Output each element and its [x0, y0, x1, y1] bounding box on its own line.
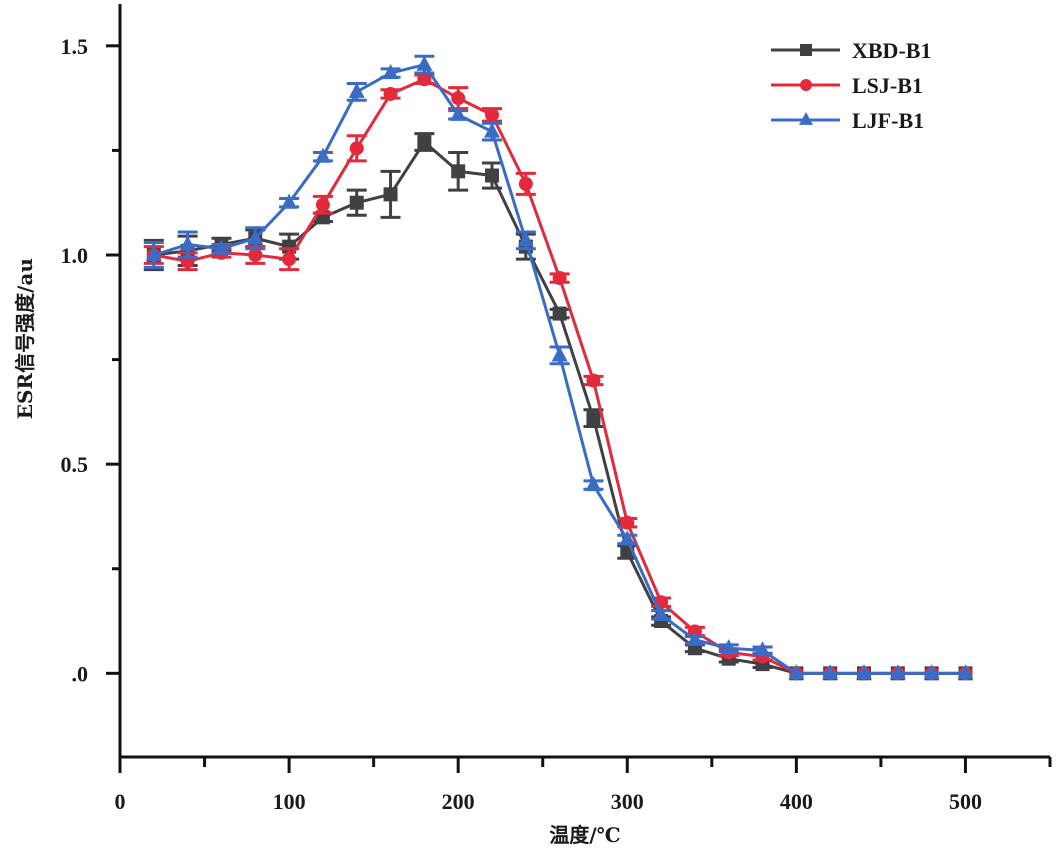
- axes: .0 0.5 1.0 1.5 0 100 200 300 400 500: [61, 4, 1052, 814]
- triangle-marker: [382, 63, 399, 80]
- triangle-marker: [923, 664, 940, 680]
- legend-item: XBD-B1: [771, 38, 931, 63]
- circle-marker: [315, 197, 330, 212]
- legend-label: LJF-B1: [852, 108, 924, 133]
- triangle-marker: [484, 122, 500, 138]
- square-marker: [349, 195, 364, 210]
- triangle-marker: [788, 664, 805, 680]
- series-xbd-b1: [143, 132, 973, 681]
- series-lsj-b1: [143, 72, 973, 681]
- legend-item: LJF-B1: [771, 108, 924, 133]
- triangle-marker: [619, 530, 636, 546]
- y-tick-label: .0: [72, 661, 89, 686]
- triangle-marker: [179, 235, 196, 251]
- circle-marker: [248, 248, 263, 262]
- legend: XBD-B1 LSJ-B1 LJF-B1: [771, 38, 931, 133]
- circle-marker: [586, 373, 601, 388]
- triangle-marker: [653, 605, 670, 621]
- triangle-marker: [416, 55, 433, 71]
- circle-marker: [518, 176, 533, 191]
- triangle-marker: [856, 664, 872, 680]
- triangle-marker: [754, 641, 771, 657]
- series-ljf-b1: [143, 54, 974, 680]
- x-tick-label: 100: [273, 789, 306, 814]
- triangle-marker: [247, 229, 264, 245]
- series-line: [153, 77, 966, 675]
- triangle-marker: [281, 193, 298, 209]
- triangle-marker: [450, 105, 467, 121]
- x-tick-label: 300: [611, 789, 644, 814]
- series-layer: [143, 54, 974, 681]
- y-tick-label: 1.0: [61, 243, 89, 268]
- x-tick-label: 200: [442, 789, 475, 814]
- circle-marker: [417, 72, 432, 87]
- triangle-marker: [799, 112, 813, 125]
- triangle-marker: [551, 346, 568, 362]
- circle-marker: [282, 252, 297, 267]
- triangle-marker: [822, 664, 839, 680]
- legend-item: LSJ-B1: [771, 73, 923, 98]
- circle-marker: [800, 79, 812, 91]
- triangle-marker: [348, 82, 365, 98]
- square-marker: [552, 306, 567, 321]
- triangle-marker: [213, 239, 230, 255]
- y-tick-label: 0.5: [61, 452, 89, 477]
- square-marker: [417, 135, 432, 150]
- circle-marker: [383, 86, 398, 101]
- triangle-marker: [517, 231, 534, 247]
- triangle-marker: [585, 476, 602, 492]
- triangle-marker: [720, 639, 737, 655]
- triangle-marker: [957, 664, 974, 680]
- triangle-marker: [145, 245, 162, 262]
- square-marker: [586, 411, 601, 426]
- triangle-marker: [889, 664, 906, 680]
- series-line: [153, 140, 966, 675]
- legend-label: XBD-B1: [852, 38, 931, 63]
- series-line: [153, 63, 966, 675]
- circle-marker: [485, 107, 499, 122]
- legend-label: LSJ-B1: [852, 73, 923, 98]
- square-marker: [383, 187, 398, 202]
- circle-marker: [349, 141, 364, 156]
- x-tick-label: 500: [949, 789, 982, 814]
- triangle-marker: [686, 630, 703, 646]
- x-tick-label: 0: [115, 789, 126, 814]
- y-tick-label: 1.5: [61, 34, 89, 59]
- square-marker: [800, 44, 812, 56]
- triangle-marker: [314, 147, 331, 163]
- x-axis-title: 温度/℃: [549, 823, 620, 847]
- x-tick-label: 400: [780, 789, 813, 814]
- circle-marker: [552, 271, 567, 286]
- circle-marker: [620, 515, 635, 530]
- square-marker: [451, 164, 466, 179]
- square-marker: [485, 168, 499, 183]
- y-axis-title: ESR信号强度/au: [13, 258, 37, 419]
- circle-marker: [451, 91, 466, 106]
